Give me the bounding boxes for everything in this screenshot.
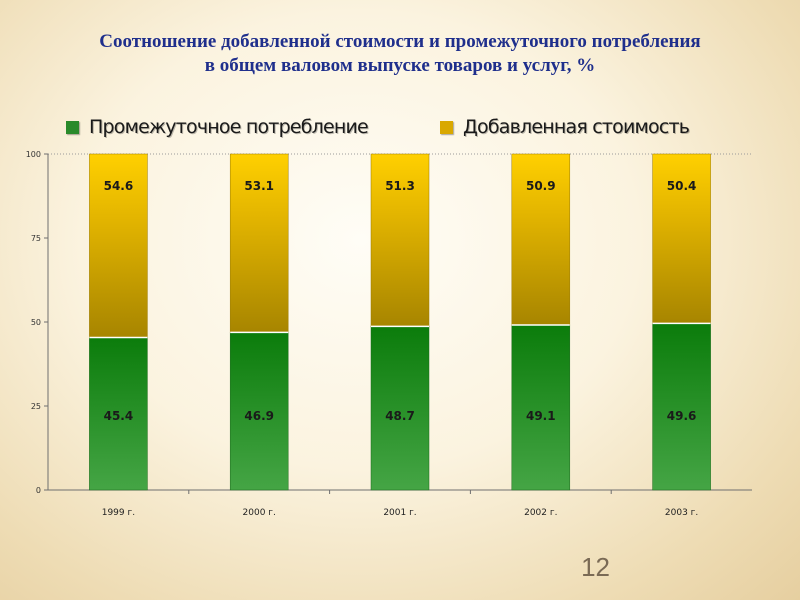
page-number: 12: [581, 552, 610, 582]
bar-intermediate-consumption: [511, 324, 571, 491]
bar-value-added: [370, 153, 430, 327]
slide-title-line-1: Соотношение добавленной стоимости и пром…: [99, 31, 701, 52]
bar-intermediate-consumption: [370, 326, 430, 491]
y-tick-label: 50: [31, 318, 41, 327]
y-tick-label: 0: [36, 486, 41, 495]
x-tick-label: 1999 г.: [102, 508, 135, 518]
x-tick-label: 2002 г.: [524, 508, 557, 518]
legend-item-intermediate-consumption: Промежуточное потребление: [66, 113, 369, 141]
slide-title: Соотношение добавленной стоимости и пром…: [20, 30, 780, 78]
y-tick-label: 25: [31, 402, 41, 411]
data-label-value-added: 54.6: [104, 179, 134, 193]
x-tick-label: 2000 г.: [243, 508, 276, 518]
data-label-value-added: 51.3: [385, 179, 415, 193]
bar-value-added: [511, 153, 571, 326]
legend-label-intermediate-consumption: Промежуточное потребление: [89, 116, 369, 138]
data-label-value-added: 50.4: [667, 179, 697, 193]
chart-legend: Промежуточное потребление Добавленная ст…: [66, 113, 746, 141]
slide-title-line-2: в общем валовом выпуске товаров и услуг,…: [204, 55, 596, 76]
bar-value-added: [229, 153, 289, 333]
data-label-intermediate-consumption: 46.9: [244, 409, 274, 423]
bar-intermediate-consumption: [89, 337, 148, 491]
legend-label-value-added: Добавленная стоимость: [463, 116, 690, 138]
x-tick-label: 2003 г.: [665, 508, 698, 518]
data-label-intermediate-consumption: 48.7: [385, 409, 415, 423]
bar-intermediate-consumption: [652, 323, 711, 491]
legend-swatch-intermediate-consumption: [66, 120, 79, 134]
data-label-intermediate-consumption: 49.1: [526, 409, 556, 423]
data-label-intermediate-consumption: 49.6: [667, 409, 697, 423]
bar-intermediate-consumption: [229, 332, 289, 491]
legend-item-value-added: Добавленная стоимость: [440, 113, 690, 141]
legend-swatch-value-added: [440, 120, 453, 134]
x-tick-label: 2001 г.: [383, 508, 416, 518]
data-label-intermediate-consumption: 45.4: [104, 409, 134, 423]
data-label-value-added: 53.1: [244, 179, 274, 193]
data-label-value-added: 50.9: [526, 179, 556, 193]
y-tick-label: 100: [26, 150, 41, 159]
y-tick-label: 75: [31, 234, 41, 243]
